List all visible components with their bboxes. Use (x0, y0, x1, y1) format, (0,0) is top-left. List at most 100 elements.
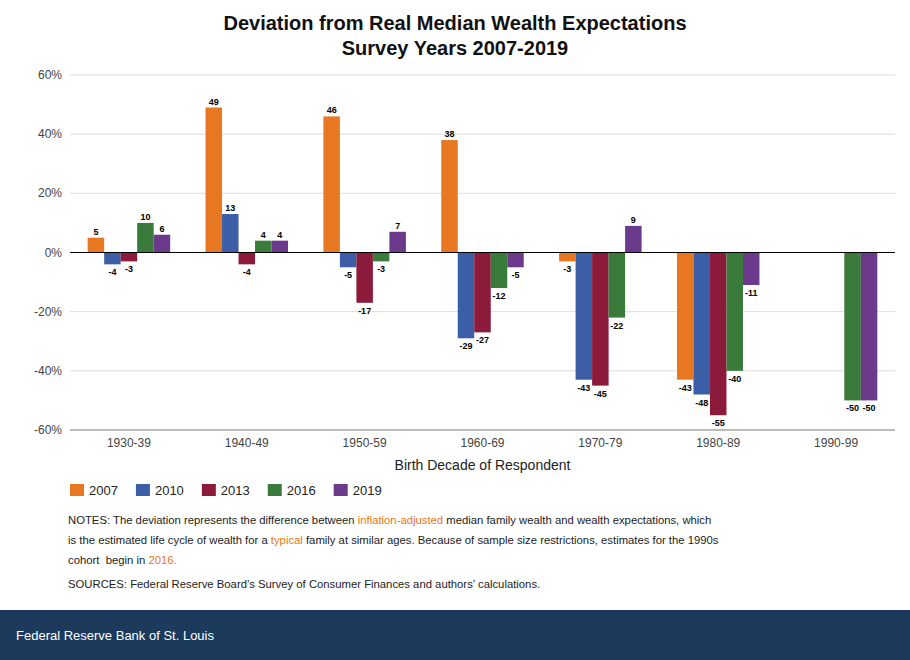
footer-text: Federal Reserve Bank of St. Louis (16, 628, 214, 643)
note-text: SOURCES: Federal Reserve Board’s Survey … (68, 578, 540, 590)
y-tick-label: -40% (34, 364, 62, 378)
grid (70, 75, 895, 430)
data-label: -50 (846, 403, 859, 413)
zero-line (70, 252, 895, 253)
bar (272, 241, 289, 253)
bar (458, 253, 475, 339)
data-label: -48 (695, 398, 708, 408)
bar (726, 253, 743, 371)
data-label: -43 (679, 383, 692, 393)
bar (693, 253, 710, 395)
note-text: median family wealth and wealth expectat… (443, 514, 711, 526)
legend-label: 2019 (353, 483, 382, 498)
y-tick-label: 20% (38, 186, 62, 200)
legend-label: 2016 (287, 483, 316, 498)
note-line: is the estimated life cycle of wealth fo… (68, 534, 719, 546)
x-ticks: 1930-391940-491950-591960-691970-791980-… (107, 436, 859, 450)
bar (121, 253, 138, 262)
bar (441, 140, 458, 252)
x-tick-label: 1950-59 (343, 436, 387, 450)
y-tick-label: -20% (34, 305, 62, 319)
data-label: -5 (511, 270, 519, 280)
x-tick-label: 1980-89 (696, 436, 740, 450)
data-label: 7 (395, 221, 400, 231)
chart-svg: Deviation from Real Median Wealth Expect… (0, 0, 910, 660)
data-label: -3 (377, 264, 385, 274)
bar (222, 214, 239, 252)
data-label: 13 (225, 203, 235, 213)
bar (239, 253, 256, 265)
bar (340, 253, 357, 268)
subtitle: Survey Years 2007-2019 (342, 37, 569, 59)
grid-line (70, 370, 895, 371)
data-label: 46 (327, 105, 337, 115)
bar (677, 253, 694, 380)
data-label: -29 (459, 341, 472, 351)
note-line: SOURCES: Federal Reserve Board’s Survey … (68, 578, 540, 590)
note-line: cohort begin in 2016. (68, 554, 177, 566)
y-tick-label: -60% (34, 423, 62, 437)
bar (625, 226, 642, 253)
legend-swatch (70, 484, 84, 496)
grid-line (70, 75, 895, 76)
legend-swatch (136, 484, 150, 496)
y-tick-label: 40% (38, 127, 62, 141)
data-label: -17 (358, 306, 371, 316)
bar (743, 253, 760, 286)
bar (154, 235, 171, 253)
data-label: -4 (108, 267, 116, 277)
x-tick-label: 1960-69 (460, 436, 504, 450)
data-label: -40 (728, 374, 741, 384)
legend-swatch (268, 484, 282, 496)
bar (389, 232, 406, 253)
grid-line (70, 252, 895, 253)
notes: NOTES: The deviation represents the diff… (68, 514, 719, 590)
x-axis-line (70, 430, 895, 431)
x-axis-label: Birth Decade of Respondent (395, 457, 571, 473)
data-label: 4 (277, 230, 282, 240)
legend-label: 2007 (89, 483, 118, 498)
grid-line (70, 430, 895, 431)
bar (206, 108, 223, 253)
bar (356, 253, 373, 303)
data-label: 49 (209, 97, 219, 107)
legend-label: 2013 (221, 483, 250, 498)
bar (104, 253, 121, 265)
data-label: 6 (159, 224, 164, 234)
note-text: inflation-adjusted (358, 514, 443, 526)
data-label: 38 (444, 129, 454, 139)
data-label: -22 (610, 321, 623, 331)
data-label: -3 (563, 264, 571, 274)
y-tick-label: 0% (45, 246, 63, 260)
data-label: -55 (712, 418, 725, 428)
bar (88, 238, 105, 253)
footer-bar (0, 610, 910, 660)
x-tick-label: 1990-99 (814, 436, 858, 450)
bars (88, 108, 878, 416)
note-text: typical (271, 534, 303, 546)
data-label: 10 (140, 212, 150, 222)
data-label: -27 (476, 335, 489, 345)
note-text: cohort begin in (68, 554, 148, 566)
note-text: family at similar ages. Because of sampl… (303, 534, 719, 546)
y-ticks: -60%-40%-20%0%20%40%60% (34, 68, 62, 437)
bar (559, 253, 576, 262)
x-tick-label: 1970-79 (578, 436, 622, 450)
legend-swatch (334, 484, 348, 496)
bar (592, 253, 609, 386)
data-label: -45 (594, 389, 607, 399)
title: Deviation from Real Median Wealth Expect… (223, 12, 686, 34)
data-label: -4 (243, 267, 251, 277)
data-label: -50 (863, 403, 876, 413)
grid-line (70, 134, 895, 135)
data-label: -3 (125, 264, 133, 274)
note-text: is the estimated life cycle of wealth fo… (68, 534, 271, 546)
data-label: -43 (577, 383, 590, 393)
bar (255, 241, 271, 253)
bar (491, 253, 508, 289)
legend-label: 2010 (155, 483, 184, 498)
bar (323, 116, 340, 252)
data-label: -12 (492, 291, 505, 301)
data-label: 9 (631, 215, 636, 225)
bar (844, 253, 861, 401)
